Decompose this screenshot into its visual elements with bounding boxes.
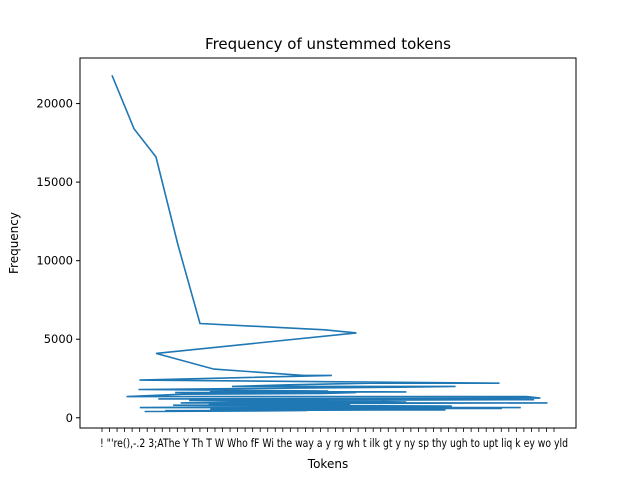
y-tick-label: 15000 (36, 175, 73, 189)
series-layer (111, 74, 548, 413)
y-tick-label: 0 (66, 411, 73, 425)
y-axis-label: Frequency (7, 212, 21, 274)
plot-area: 0 5000 10000 15000 20000 (36, 57, 577, 432)
y-axis-ticks: 0 5000 10000 15000 20000 (36, 97, 80, 425)
y-tick-label: 20000 (36, 97, 73, 111)
y-tick-label: 5000 (44, 332, 73, 346)
x-axis-label: Tokens (307, 457, 348, 471)
y-tick-label: 10000 (36, 254, 73, 268)
chart-title: Frequency of unstemmed tokens (205, 35, 451, 53)
x-tick-labels: ! "'re(),-.2 3;AThe Y Th T W Who fF Wi t… (100, 436, 568, 450)
x-axis-ticks (101, 428, 555, 432)
